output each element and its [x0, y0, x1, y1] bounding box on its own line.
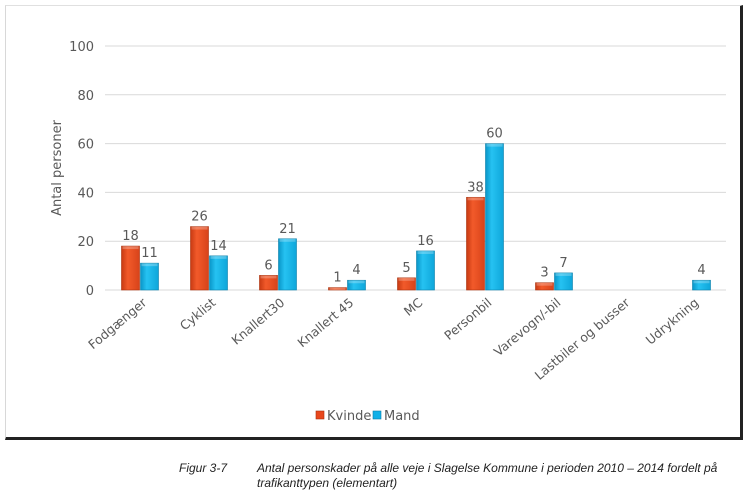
bar-kvinde	[190, 226, 209, 291]
bar-highlight	[417, 250, 434, 254]
chart-frame	[5, 5, 743, 440]
y-tick-label: 0	[86, 284, 94, 299]
data-label: 60	[486, 127, 503, 142]
bar-highlight	[329, 287, 346, 290]
bar-highlight	[191, 226, 208, 230]
bar-kvinde	[466, 196, 485, 291]
legend-label-mand: Mand	[384, 409, 420, 424]
y-tick-label: 80	[77, 89, 94, 104]
x-tick-label: Udrykning	[643, 295, 702, 348]
bar-mand	[140, 262, 159, 291]
data-label: 18	[122, 229, 139, 244]
data-label: 7	[559, 256, 567, 271]
x-tick-label: Personbil	[441, 295, 494, 343]
bar-highlight	[122, 246, 139, 250]
bar-mand	[554, 272, 573, 291]
data-label: 21	[279, 222, 296, 237]
bar-mand	[347, 279, 366, 291]
x-tick-label: Fodgænger	[85, 294, 150, 352]
bar-highlight	[141, 263, 158, 267]
data-label: 38	[467, 180, 484, 195]
x-tick-label: MC	[401, 295, 426, 319]
y-axis-ticks: 0 20 40 60 80 100	[69, 40, 94, 299]
bar-kvinde	[259, 275, 278, 291]
data-label: 5	[402, 261, 410, 276]
bar-highlight	[260, 275, 277, 279]
bar-kvinde	[121, 245, 140, 291]
data-label: 4	[697, 263, 705, 278]
figure-caption: Antal personskader på alle veje i Slagel…	[257, 461, 718, 490]
data-label: 6	[264, 258, 272, 273]
bar-mand	[278, 238, 297, 291]
y-tick-label: 100	[69, 40, 94, 55]
y-tick-label: 20	[77, 235, 94, 250]
x-tick-label: Varevogn/-bil	[491, 295, 564, 359]
bar-highlight	[398, 277, 415, 281]
data-label: 1	[333, 271, 341, 286]
legend: Kvinde Mand	[315, 409, 420, 424]
legend-swatch-kvinde	[315, 410, 325, 420]
bar-highlight	[693, 280, 710, 284]
y-tick-label: 40	[77, 186, 94, 201]
bar-highlight	[555, 272, 572, 276]
y-tick-label: 60	[77, 138, 94, 153]
bars	[121, 143, 711, 291]
bar-mand	[485, 143, 504, 291]
bar-kvinde	[535, 282, 554, 291]
legend-label-kvinde: Kvinde	[327, 409, 371, 424]
data-label: 16	[417, 234, 434, 249]
bar-highlight	[279, 238, 296, 242]
x-tick-label: Knallert 45	[294, 295, 356, 350]
data-label: 11	[141, 246, 158, 261]
bar-highlight	[348, 280, 365, 284]
bar-mand	[209, 255, 228, 291]
data-label: 3	[540, 266, 548, 281]
data-label: 4	[352, 263, 360, 278]
bar-highlight	[536, 282, 553, 286]
bar-highlight	[210, 255, 227, 259]
bar-kvinde	[397, 277, 416, 291]
bar-kvinde	[328, 287, 347, 291]
legend-swatch-mand	[372, 410, 382, 420]
x-axis-ticks: Fodgænger Cyklist Knallert30 Knallert 45 MC P…	[85, 294, 701, 383]
bar-mand	[692, 279, 711, 291]
bar-highlight	[467, 197, 484, 201]
data-label: 14	[210, 239, 227, 254]
data-label: 26	[191, 210, 208, 225]
bar-highlight	[486, 143, 503, 147]
x-tick-label: Cyklist	[177, 295, 219, 333]
y-axis-label: Antal personer	[50, 119, 65, 215]
figure-label: Figur 3-7	[179, 461, 228, 475]
bar-mand	[416, 250, 435, 291]
x-tick-label: Knallert30	[228, 295, 287, 348]
